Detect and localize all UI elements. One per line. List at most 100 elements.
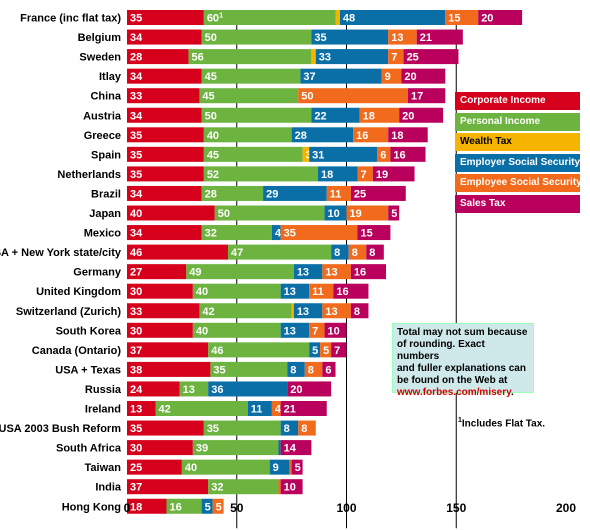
segment-value: 28 xyxy=(130,52,142,64)
legend-entry: Wealth Tax xyxy=(455,133,580,151)
segment-value: 4 xyxy=(275,228,282,240)
bar-segment xyxy=(311,107,360,123)
segment-value: 32 xyxy=(205,228,217,240)
segment-value: 27 xyxy=(130,267,142,279)
country-label: Itlay xyxy=(99,71,122,83)
bar-segment xyxy=(127,10,204,25)
segment-value: 4 xyxy=(275,404,282,416)
bar-segment xyxy=(333,283,369,299)
bar-segment xyxy=(309,146,378,162)
segment-value: 30 xyxy=(130,286,142,298)
bar-segment xyxy=(199,303,292,319)
bar-segment xyxy=(309,322,325,338)
forbes-link[interactable]: www.forbes.com/misery xyxy=(397,387,511,398)
bar-segment xyxy=(127,49,189,65)
bar-segment xyxy=(293,303,323,319)
segment-value: 35 xyxy=(130,130,142,142)
bar-segment xyxy=(331,244,349,260)
segment-value: 5 xyxy=(205,501,211,513)
bar-segment xyxy=(388,205,400,221)
bar-segment xyxy=(304,361,323,377)
bar-segment xyxy=(339,10,446,25)
segment-value: 35 xyxy=(314,32,326,44)
bar-segment xyxy=(127,107,202,123)
segment-value: 49 xyxy=(189,267,201,279)
bar-segment xyxy=(309,342,321,358)
bar-segment xyxy=(280,283,310,299)
segment-value: 56 xyxy=(191,52,203,64)
segment-value: 45 xyxy=(202,91,214,103)
country-label: France (inc flat tax) xyxy=(20,13,121,25)
bar-segment xyxy=(192,283,281,299)
segment-value: 18 xyxy=(130,501,142,513)
country-label: United Kingdom xyxy=(36,286,121,298)
segment-value: 18 xyxy=(363,110,375,122)
segment-value: 6 xyxy=(380,149,386,161)
segment-value: 50 xyxy=(205,110,217,122)
bar-segment xyxy=(478,10,523,25)
bar-segment xyxy=(127,381,180,397)
segment-value: 47 xyxy=(231,247,243,259)
x-axis: 0 50 100 150 200 xyxy=(124,501,577,515)
segment-value: 37 xyxy=(303,71,315,83)
segment-value: 40 xyxy=(196,325,208,337)
rounding-note: Total may not sum because of rounding. E… xyxy=(392,323,534,398)
bar-segment xyxy=(291,303,294,319)
bar-segment xyxy=(291,459,303,475)
bar-segment xyxy=(203,420,281,436)
bar-segment xyxy=(127,127,204,143)
segment-value: 25 xyxy=(407,52,419,64)
country-label: Hong Kong xyxy=(62,501,121,513)
bar-segment xyxy=(353,127,389,143)
country-label: Japan xyxy=(89,208,121,220)
segment-value: 40 xyxy=(130,208,142,220)
bar-segment xyxy=(127,88,200,104)
segment-value: 18 xyxy=(321,169,333,181)
segment-value: 9 xyxy=(385,71,391,83)
bar-segment xyxy=(278,440,281,456)
bar-segment xyxy=(280,225,358,241)
segment-value: 34 xyxy=(130,110,143,122)
segment-value: 48 xyxy=(343,13,355,25)
bar-segment xyxy=(201,68,301,84)
bar-segment xyxy=(208,342,310,358)
x-tick-label: 150 xyxy=(446,501,466,515)
segment-value: 13 xyxy=(183,384,195,396)
bar-segment xyxy=(263,185,327,201)
segment-value: 21 xyxy=(284,404,296,416)
segment-value: 34 xyxy=(130,188,143,200)
bar-segment xyxy=(192,322,281,338)
bar-segment xyxy=(127,225,202,241)
bar-segment xyxy=(289,459,292,475)
segment-value: 10 xyxy=(328,208,340,220)
bar-segment xyxy=(399,107,444,123)
legend-entry: Sales Tax xyxy=(455,194,580,213)
segment-value: 35 xyxy=(284,228,296,240)
bar-segment xyxy=(127,479,209,495)
country-label: Belgium xyxy=(78,32,122,44)
footnote-text: Includes Flat Tax. xyxy=(461,418,546,430)
bar-segment xyxy=(298,88,408,104)
segment-value: 13 xyxy=(297,306,309,318)
country-label: Mexico xyxy=(84,228,122,240)
segment-value: 15 xyxy=(360,228,372,240)
country-label: Spain xyxy=(91,149,121,161)
segment-value: 22 xyxy=(314,110,326,122)
bar-segment xyxy=(335,10,340,25)
segment-value: 35 xyxy=(130,169,142,181)
segment-value: 34 xyxy=(130,228,143,240)
bar-segment xyxy=(227,244,332,260)
country-label: Russia xyxy=(85,384,122,396)
bar-segment xyxy=(278,479,281,495)
segment-value: 9 xyxy=(273,462,279,474)
segment-value: 25 xyxy=(354,188,366,200)
segment-value: 3 xyxy=(306,149,312,161)
segment-value: 20 xyxy=(402,110,414,122)
bar-segment xyxy=(298,420,316,436)
bar-segment xyxy=(320,342,332,358)
segment-value: 7 xyxy=(360,169,366,181)
segment-value: 13 xyxy=(130,404,142,416)
segment-value: 13 xyxy=(391,32,403,44)
bar-segment xyxy=(302,146,310,162)
bar-segment xyxy=(346,205,389,221)
